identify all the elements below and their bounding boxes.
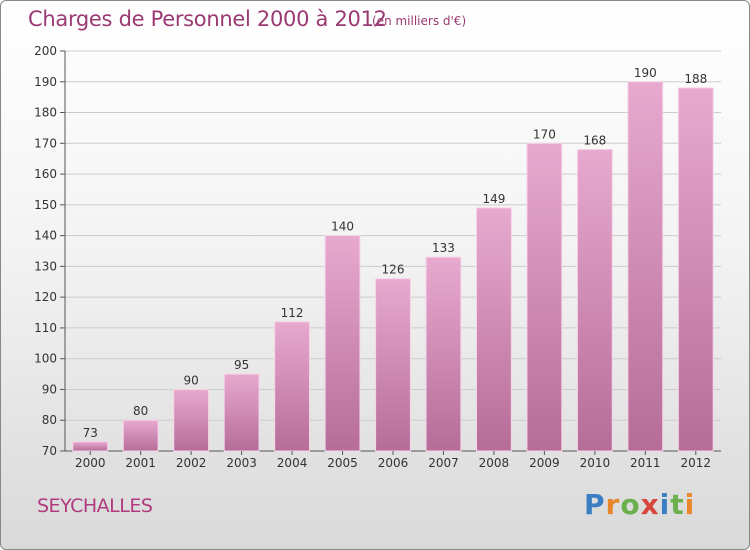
bar-2004 bbox=[274, 321, 310, 452]
x-tick-label: 2002 bbox=[176, 456, 207, 470]
y-tick-label: 170 bbox=[34, 136, 57, 150]
commune-name: SEYCHALLES bbox=[37, 495, 153, 517]
value-label-2010: 168 bbox=[583, 133, 606, 147]
y-tick-label: 150 bbox=[34, 198, 57, 212]
x-tick-label: 2008 bbox=[479, 456, 510, 470]
logo-letter: i bbox=[659, 488, 671, 521]
bar-2012 bbox=[677, 87, 714, 452]
value-labels: 73 80 90 95 112 140 126 133 149 170 168 190 188 bbox=[83, 66, 708, 440]
bar-2010 bbox=[576, 148, 613, 452]
y-tick-label: 130 bbox=[34, 259, 57, 273]
x-tick-label: 2012 bbox=[680, 456, 711, 470]
y-tick-label: 110 bbox=[34, 321, 57, 335]
x-tick-label: 2003 bbox=[226, 456, 257, 470]
chart-title: Charges de Personnel 2000 à 2012 bbox=[28, 7, 387, 31]
bar-2001 bbox=[122, 419, 159, 452]
y-tick-label: 90 bbox=[42, 382, 57, 396]
value-label-2002: 90 bbox=[184, 373, 199, 387]
y-tick-label: 160 bbox=[34, 167, 57, 181]
logo-letter: i bbox=[684, 488, 696, 521]
bar-2003 bbox=[223, 373, 260, 452]
y-tick-label: 180 bbox=[34, 106, 57, 120]
value-label-2006: 126 bbox=[382, 263, 405, 277]
y-tick-label: 80 bbox=[42, 413, 57, 427]
y-tick-label: 140 bbox=[34, 229, 57, 243]
logo-letter: t bbox=[670, 488, 685, 521]
value-label-2000: 73 bbox=[83, 426, 98, 440]
logo-letter: x bbox=[640, 488, 660, 521]
y-tick-label: 200 bbox=[34, 44, 57, 58]
bar-2005 bbox=[324, 235, 361, 452]
x-tick-label: 2006 bbox=[378, 456, 409, 470]
bars bbox=[72, 81, 714, 452]
y-tick-label: 100 bbox=[34, 352, 57, 366]
value-label-2003: 95 bbox=[234, 358, 249, 372]
x-tick-label: 2000 bbox=[75, 456, 106, 470]
y-tick-label: 190 bbox=[34, 75, 57, 89]
value-label-2007: 133 bbox=[432, 241, 455, 255]
bar-2000 bbox=[72, 441, 109, 452]
logo-letter: P bbox=[584, 488, 606, 521]
chart-unit-note: (en milliers d'€) bbox=[372, 14, 467, 28]
logo-letter: r bbox=[605, 488, 621, 521]
value-label-2008: 149 bbox=[482, 192, 505, 206]
proxiti-logo: Proxiti bbox=[584, 488, 695, 521]
value-label-2009: 170 bbox=[533, 127, 556, 141]
x-tick-label: 2001 bbox=[125, 456, 156, 470]
value-label-2004: 112 bbox=[281, 306, 304, 320]
x-axis-labels: 2000 2001 2002 2003 2004 2005 2006 2007 2008 2009… bbox=[75, 451, 711, 470]
value-label-2012: 188 bbox=[684, 72, 707, 86]
bar-2011 bbox=[627, 81, 664, 452]
x-tick-label: 2004 bbox=[277, 456, 308, 470]
logo-letter: o bbox=[620, 488, 641, 521]
x-tick-label: 2011 bbox=[630, 456, 661, 470]
x-tick-label: 2010 bbox=[580, 456, 611, 470]
bar-2007 bbox=[425, 256, 462, 452]
value-label-2001: 80 bbox=[133, 404, 148, 418]
x-tick-label: 2007 bbox=[428, 456, 459, 470]
bar-2002 bbox=[173, 388, 210, 452]
y-tick-label: 120 bbox=[34, 290, 57, 304]
bar-2008 bbox=[476, 207, 512, 452]
x-tick-label: 2005 bbox=[327, 456, 358, 470]
bar-2009 bbox=[526, 142, 563, 452]
y-tick-label: 70 bbox=[42, 444, 57, 458]
x-tick-label: 2009 bbox=[529, 456, 560, 470]
bar-2006 bbox=[375, 278, 411, 452]
value-label-2005: 140 bbox=[331, 220, 354, 234]
value-label-2011: 190 bbox=[634, 66, 657, 80]
